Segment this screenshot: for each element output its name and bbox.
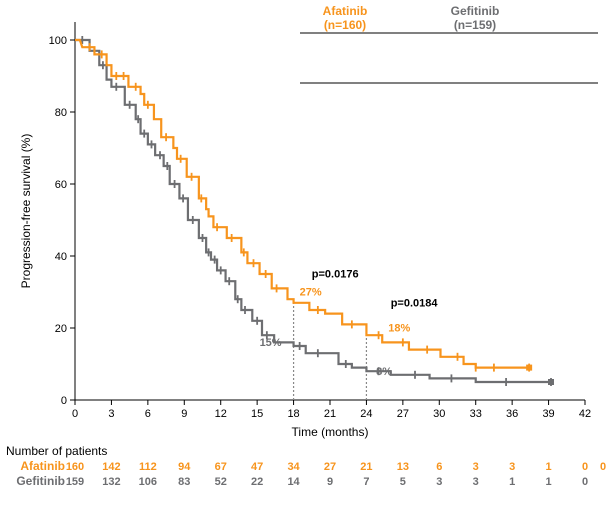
x-tick-label: 27: [397, 408, 409, 420]
risk-row-label: Gefitinib: [16, 474, 65, 488]
risk-value: 0: [600, 461, 606, 473]
risk-value: 67: [215, 461, 227, 473]
risk-value: 5: [400, 476, 406, 488]
x-tick-label: 9: [181, 408, 187, 420]
risk-value: 112: [139, 461, 157, 473]
x-tick-label: 18: [287, 408, 299, 420]
legend-sub: (n=160): [324, 18, 366, 32]
risk-value: 3: [473, 476, 479, 488]
km-plot: 03691215182124273033363942020406080100Ti…: [0, 0, 607, 510]
risk-value: 1: [546, 476, 552, 488]
risk-value: 106: [139, 476, 157, 488]
risk-value: 9: [327, 476, 333, 488]
x-tick-label: 24: [360, 408, 372, 420]
x-tick-label: 21: [324, 408, 336, 420]
x-tick-label: 33: [470, 408, 482, 420]
risk-value: 14: [287, 476, 300, 488]
risk-value: 13: [397, 461, 409, 473]
x-tick-label: 15: [251, 408, 263, 420]
legend-sub: (n=159): [454, 18, 496, 32]
risk-value: 142: [102, 461, 120, 473]
annotation: 8%: [376, 366, 392, 378]
y-tick-label: 60: [55, 179, 67, 191]
risk-row-label: Afatinib: [20, 459, 65, 473]
x-tick-label: 30: [433, 408, 445, 420]
risk-value: 52: [215, 476, 227, 488]
risk-value: 21: [360, 461, 372, 473]
y-tick-label: 100: [49, 35, 67, 47]
risk-value: 47: [251, 461, 263, 473]
risk-value: 0: [582, 476, 588, 488]
legend-label: Gefitinib: [451, 4, 500, 18]
y-tick-label: 40: [55, 251, 67, 263]
y-tick-label: 0: [61, 395, 67, 407]
risk-value: 83: [178, 476, 190, 488]
risk-value: 27: [324, 461, 336, 473]
x-axis-label: Time (months): [292, 425, 369, 439]
annotation: p=0.0176: [312, 269, 359, 281]
x-tick-label: 6: [145, 408, 151, 420]
risk-value: 160: [66, 461, 84, 473]
risk-value: 132: [102, 476, 120, 488]
x-tick-label: 39: [542, 408, 554, 420]
risk-value: 6: [436, 461, 442, 473]
annotation: p=0.0184: [391, 297, 439, 309]
x-tick-label: 42: [579, 408, 591, 420]
annotation: 15%: [260, 337, 282, 349]
risk-value: 1: [509, 476, 515, 488]
risk-value: 94: [178, 461, 191, 473]
risk-value: 34: [287, 461, 300, 473]
risk-value: 7: [363, 476, 369, 488]
x-tick-label: 3: [108, 408, 114, 420]
y-tick-label: 80: [55, 107, 67, 119]
x-tick-label: 36: [506, 408, 518, 420]
risk-value: 3: [509, 461, 515, 473]
y-tick-label: 20: [55, 323, 67, 335]
risk-value: 3: [436, 476, 442, 488]
risk-value: 1: [546, 461, 552, 473]
x-tick-label: 0: [72, 408, 78, 420]
risk-table-header: Number of patients: [6, 444, 107, 458]
risk-value: 0: [582, 461, 588, 473]
x-tick-label: 12: [215, 408, 227, 420]
risk-value: 159: [66, 476, 84, 488]
y-axis-label: Progression-free survival (%): [19, 134, 33, 289]
legend-label: Afatinib: [323, 4, 368, 18]
risk-value: 3: [473, 461, 479, 473]
annotation: 27%: [300, 287, 322, 299]
annotation: 18%: [388, 323, 410, 335]
risk-value: 22: [251, 476, 263, 488]
